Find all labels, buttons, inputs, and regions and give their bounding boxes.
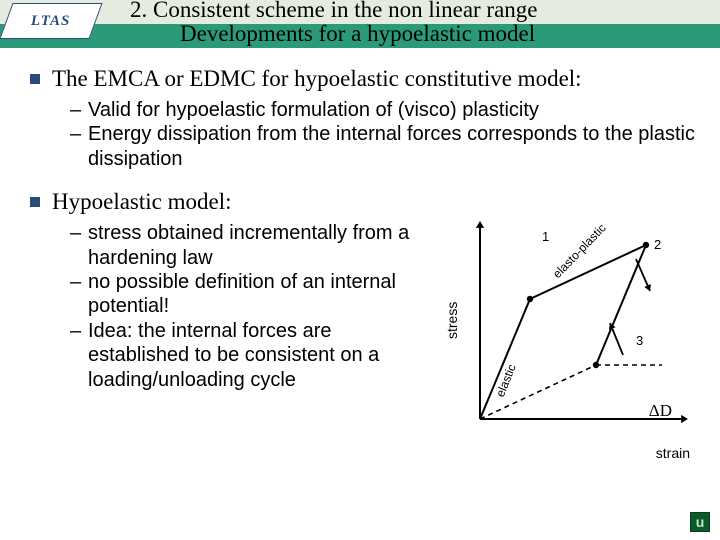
bullet-1-text: The EMCA or EDMC for hypoelastic constit… (52, 66, 582, 92)
bullet-square-icon (30, 74, 40, 84)
dash-icon: – (70, 122, 88, 171)
sub-text: no possible definition of an internal po… (88, 270, 432, 319)
footer-icon-glyph: u (696, 514, 705, 530)
slide-title: 2. Consistent scheme in the non linear r… (130, 0, 700, 46)
bullet-square-icon (30, 197, 40, 207)
title-line-1: 2. Consistent scheme in the non linear r… (130, 0, 700, 22)
list-item: – Idea: the internal forces are establis… (70, 319, 432, 392)
x-axis-label: strain (656, 445, 690, 461)
right-column: stress strain ΔD 1 2 3 elasto-plastic el… (438, 219, 698, 479)
dash-icon: – (70, 270, 88, 319)
title-line-2: Developments for a hypoelastic model (130, 22, 700, 46)
left-column: – stress obtained incrementally from a h… (30, 219, 438, 410)
bullet-1-sublist: – Valid for hypoelastic formulation of (… (70, 98, 698, 171)
point-3-label: 3 (636, 333, 643, 348)
slide-body: The EMCA or EDMC for hypoelastic constit… (0, 48, 720, 479)
list-item: – Valid for hypoelastic formulation of (… (70, 98, 698, 122)
y-axis-label: stress (444, 302, 460, 339)
bullet-1: The EMCA or EDMC for hypoelastic constit… (30, 66, 698, 92)
list-item: – Energy dissipation from the internal f… (70, 122, 698, 171)
two-column-row: – stress obtained incrementally from a h… (30, 219, 698, 479)
sub-text: Idea: the internal forces are establishe… (88, 319, 432, 392)
sub-text: Valid for hypoelastic formulation of (vi… (88, 98, 539, 122)
point-2-label: 2 (654, 237, 661, 252)
list-item: – no possible definition of an internal … (70, 270, 432, 319)
logo-text: LTAS (31, 13, 71, 30)
sub-text: stress obtained incrementally from a har… (88, 221, 432, 270)
point-1-label: 1 (542, 229, 549, 244)
sub-text: Energy dissipation from the internal for… (88, 122, 698, 171)
delta-d-label: ΔD (649, 401, 672, 421)
dash-icon: – (70, 98, 88, 122)
dash-icon: – (70, 221, 88, 270)
logo: LTAS (0, 3, 103, 39)
header-bar: LTAS 2. Consistent scheme in the non lin… (0, 0, 720, 48)
stress-strain-diagram: stress strain ΔD 1 2 3 elasto-plastic el… (438, 219, 698, 459)
bullet-2: Hypoelastic model: (30, 189, 698, 215)
bullet-2-sublist: – stress obtained incrementally from a h… (70, 221, 432, 392)
list-item: – stress obtained incrementally from a h… (70, 221, 432, 270)
bullet-2-text: Hypoelastic model: (52, 189, 232, 215)
footer-nav-icon[interactable]: u (690, 512, 710, 532)
dash-icon: – (70, 319, 88, 392)
